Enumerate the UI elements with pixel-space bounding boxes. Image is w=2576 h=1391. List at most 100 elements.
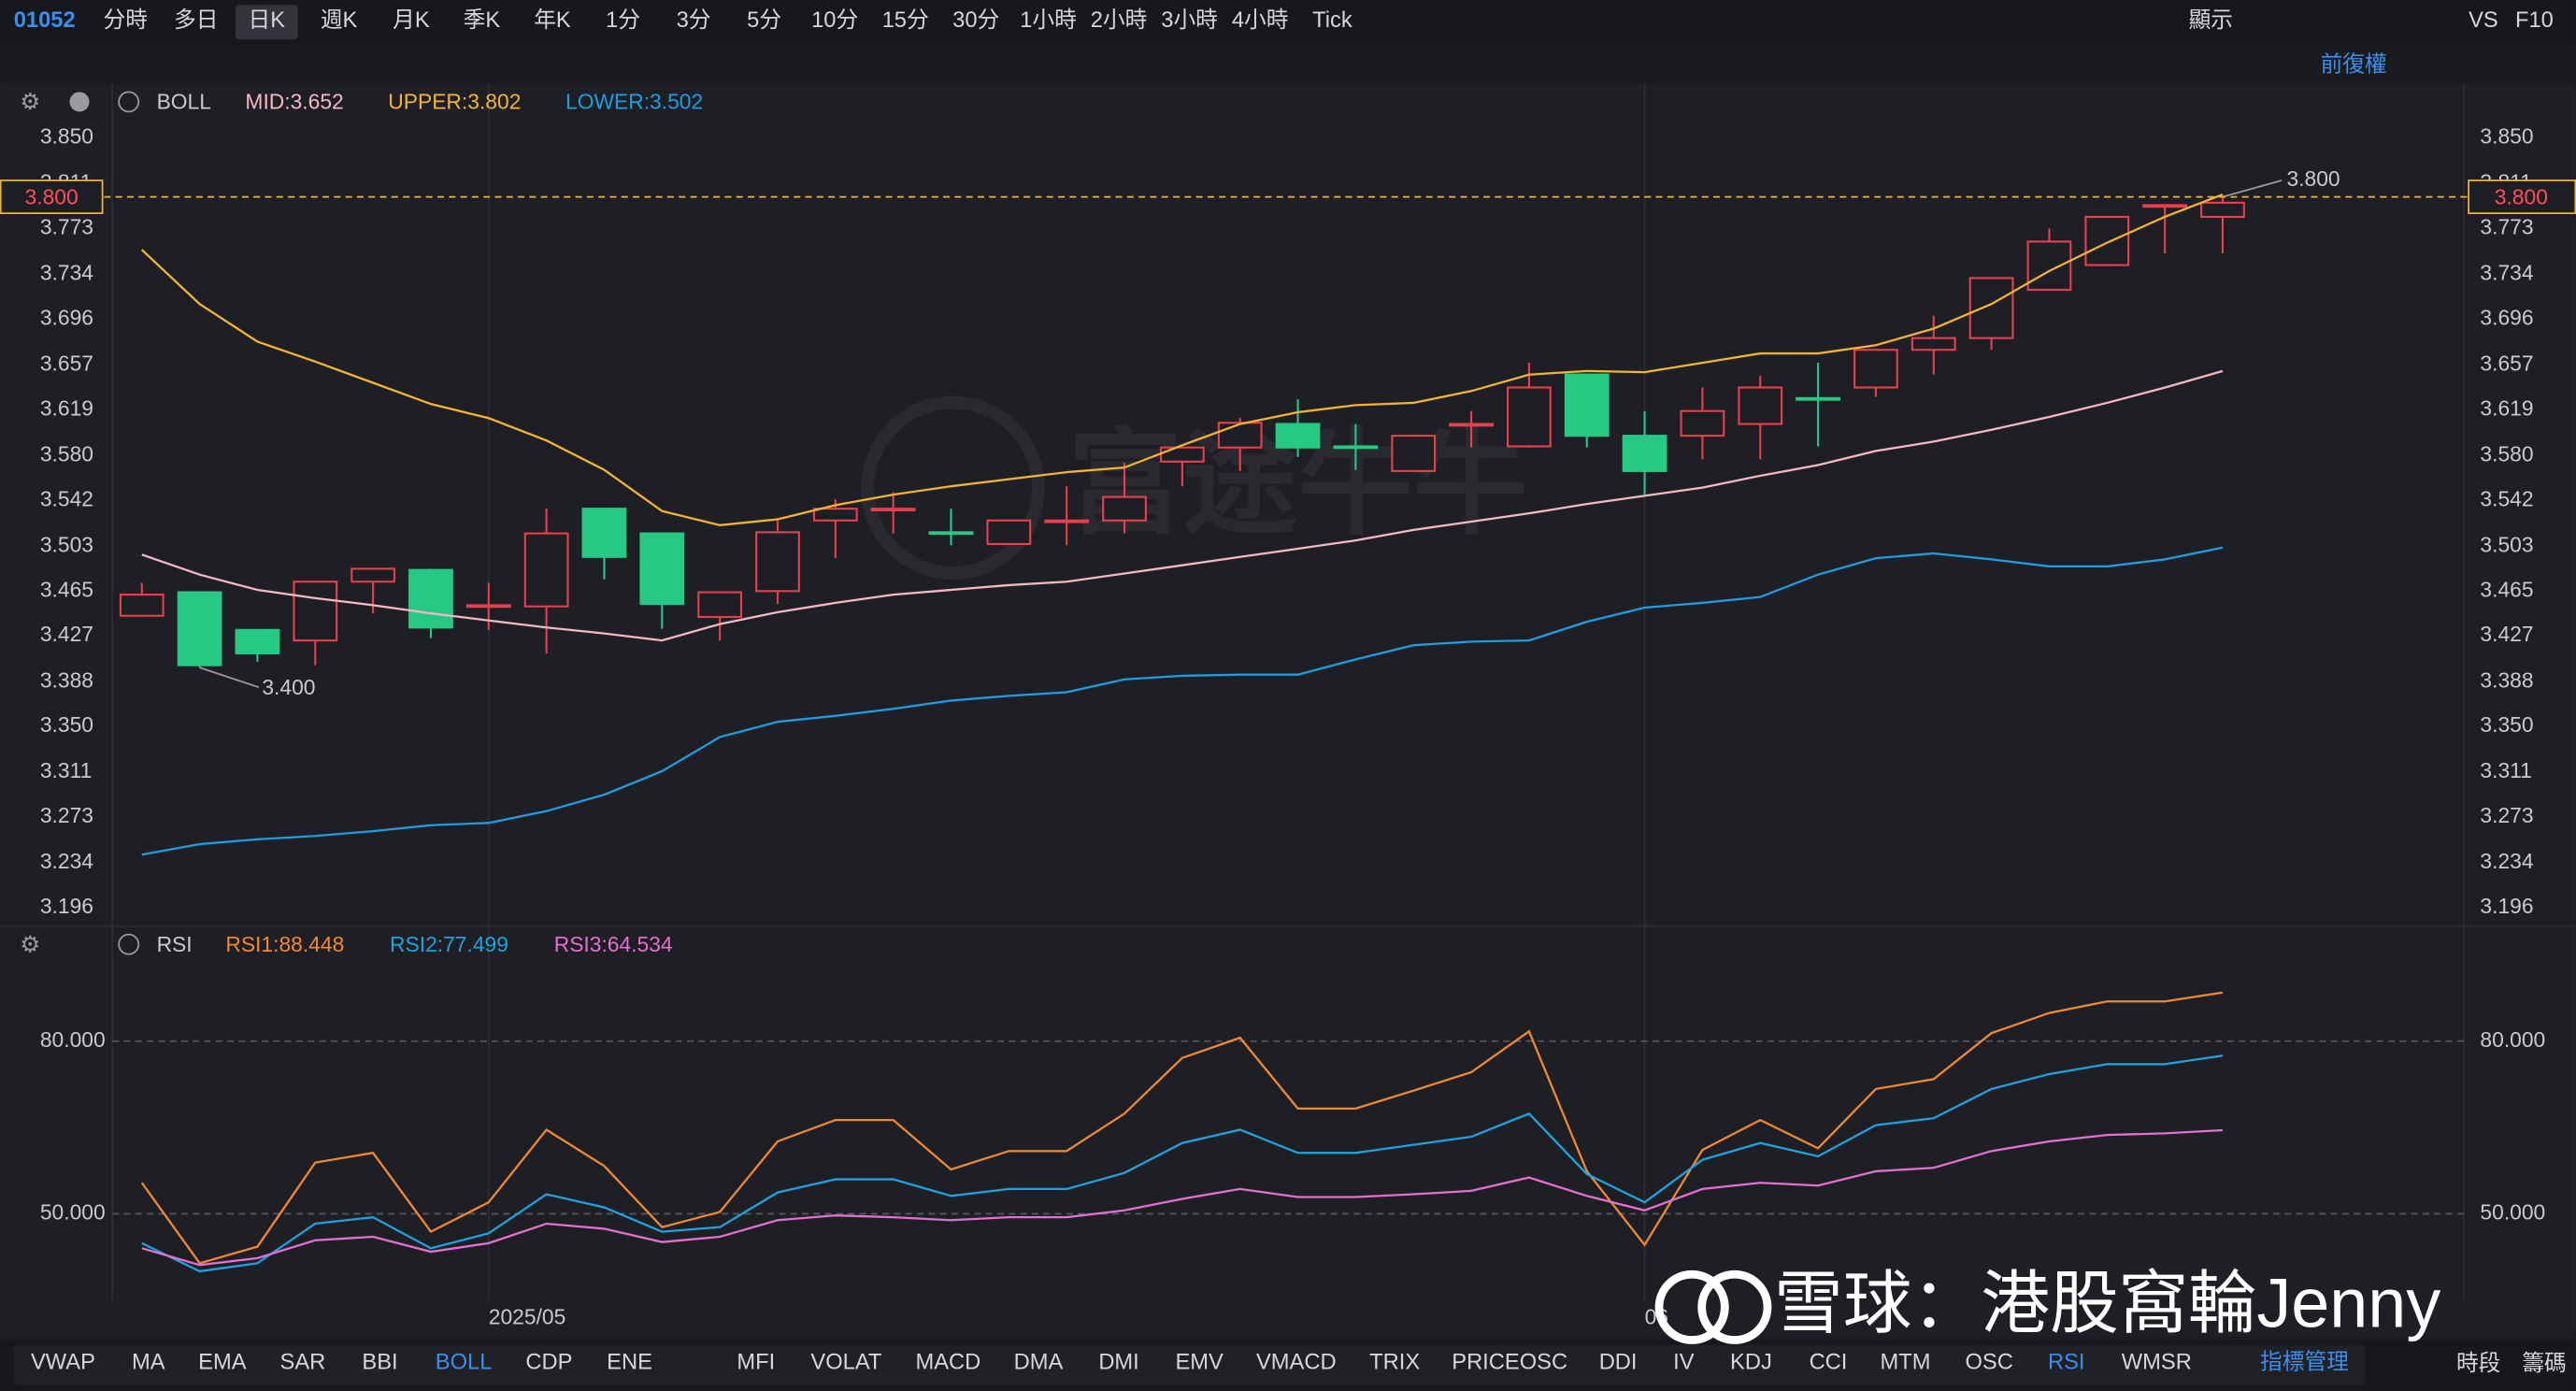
y-tick-label-right: 3.850 [2480,124,2533,149]
indicator-button[interactable]: WMSR [2122,1350,2192,1374]
candle-body [1217,422,1263,449]
indicator-button[interactable]: PRICEOSC [1452,1350,1567,1374]
close-icon[interactable] [118,91,140,113]
indicator-button[interactable]: ENE [607,1350,652,1374]
candle-body [812,508,858,522]
timeframe-tab[interactable]: 多日 [174,7,218,33]
timeframe-tab[interactable]: 週K [321,8,358,33]
indicator-button[interactable]: BBI [362,1350,397,1374]
y-tick-label-right: 3.696 [2480,306,2533,330]
bar-button[interactable]: 籌碼 [2522,1351,2566,1376]
indicator-line [141,1054,2224,1273]
indicator-button[interactable]: VMACD [1256,1350,1337,1374]
candle-body [1044,519,1090,523]
candle-body [351,567,396,583]
bar-button[interactable]: 時段 [2456,1351,2500,1376]
indicator-button[interactable]: VOLAT [810,1350,881,1374]
last-price-box [2468,179,2576,215]
candle-body [119,594,165,617]
xq-watermark: 雪球：港股窩輪Jenny [1774,1265,2440,1342]
timeframe-tab[interactable]: 2小時 [1091,7,1148,33]
last-price-label: 3.800 [2495,184,2548,208]
legend-entry: MID:3.652 [245,90,343,114]
indicator-line [140,991,2224,1265]
indicator-name[interactable]: RSI [157,932,193,956]
y-tick-label: 3.850 [40,124,93,149]
last-price-box [0,179,104,215]
timeframe-tab[interactable]: 1小時 [1020,7,1077,33]
indicator-button[interactable]: SAR [280,1350,326,1374]
toolbar-button[interactable]: VS [2469,8,2498,33]
y-tick-label-right: 3.350 [2480,712,2533,737]
indicator-button[interactable]: DDI [1599,1350,1638,1374]
indicator-button[interactable]: MTM [1881,1350,1931,1374]
indicator-button[interactable]: IV [1673,1350,1695,1374]
indicator-button[interactable]: CDP [525,1350,572,1374]
y-tick-label: 3.427 [40,622,93,646]
indicator-button[interactable]: DMA [1014,1350,1064,1374]
indicator-button[interactable]: KDJ [1730,1350,1772,1374]
y-tick-label: 3.619 [40,395,93,420]
timeframe-tab[interactable]: 4小時 [1232,7,1289,33]
close-icon[interactable] [118,933,140,955]
y-tick-label: 3.311 [40,758,92,782]
timeframe-tab[interactable]: 1分 [606,7,640,33]
xq-logo [1654,1269,1729,1344]
candle-body [2084,215,2130,266]
toolbar-button[interactable]: 顯示 [2189,8,2233,33]
timeframe-tab[interactable]: 10分 [811,7,858,33]
timeframe-tab[interactable]: Tick [1312,8,1352,33]
indicator-line [141,369,2224,642]
y-tick-label: 3.696 [40,306,93,330]
indicator-line [141,1128,2224,1267]
timeframe-tab[interactable]: 15分 [882,7,929,33]
timeframe-tab[interactable]: 日K [249,8,286,33]
candle-body [177,591,222,667]
y-tick-label: 3.773 [40,215,93,239]
candle-body [697,591,743,619]
indicator-button[interactable]: OSC [1965,1350,2012,1374]
collapse-icon[interactable] [69,92,90,112]
candle-body [1680,409,1725,437]
candle-body [1564,373,1610,437]
indicator-button[interactable]: BOLL [436,1350,493,1374]
timeframe-tab[interactable]: 5分 [747,7,781,33]
toolbar-button[interactable]: F10 [2515,8,2554,33]
timeframe-tab[interactable]: 30分 [952,7,999,33]
legend-entry: UPPER:3.802 [388,90,521,114]
y-tick-label-right: 3.465 [2480,577,2533,601]
indicator-button[interactable]: RSI [2048,1350,2085,1374]
timeframe-tab[interactable]: 分時 [103,7,147,33]
candle-body [755,531,800,593]
y-tick-label: 50.000 [40,1199,106,1224]
y-tick-label-right: 3.657 [2480,351,2533,376]
timeframe-tab[interactable]: 3分 [677,7,711,33]
y-tick-label: 3.734 [40,261,93,285]
indicator-manage[interactable]: 指標管理 [2260,1349,2349,1374]
candle-body [465,604,511,609]
candle-body [523,532,569,608]
settings-icon[interactable]: ⚙ [20,932,40,957]
indicator-button[interactable]: CCI [1810,1350,1848,1374]
adjust-button[interactable]: 前復權 [2321,52,2387,78]
timeframe-tab[interactable]: 季K [464,7,501,33]
indicator-button[interactable]: EMA [198,1350,247,1374]
indicator-button[interactable]: MA [132,1350,165,1374]
indicator-button[interactable]: TRIX [1369,1350,1420,1374]
y-tick-label: 3.388 [40,667,93,692]
indicator-button[interactable]: VWAP [31,1350,95,1374]
timeframe-tab[interactable]: 月K [393,8,430,33]
indicator-button[interactable]: MFI [737,1350,775,1374]
timeframe-tab[interactable]: 3小時 [1161,7,1218,33]
indicator-button[interactable]: MACD [915,1350,980,1374]
indicator-button[interactable]: DMI [1098,1350,1138,1374]
y-tick-label-right: 3.388 [2480,667,2533,692]
timeframe-tab[interactable]: 年K [534,7,571,33]
settings-icon[interactable]: ⚙ [20,90,40,115]
candle-body [1102,495,1147,522]
indicator-button[interactable]: EMV [1175,1350,1224,1374]
indicator-name[interactable]: BOLL [157,90,211,114]
indicator-line [141,546,2224,856]
max-pointer [2222,179,2283,198]
